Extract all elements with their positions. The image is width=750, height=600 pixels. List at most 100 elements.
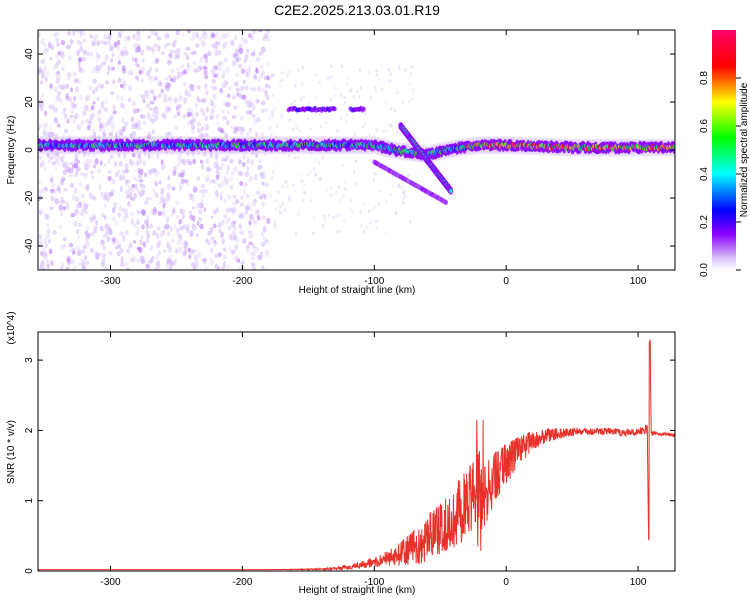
heatmap-cell [201,192,205,199]
heatmap-cell [167,175,171,181]
heatmap-cell [372,178,376,182]
heatmap-cell [161,51,165,56]
colorbar-tick-label: 0.8 [699,71,710,85]
heatmap-cell [186,121,191,126]
x-tick-label: -100 [364,276,384,287]
heatmap-cell [275,198,278,203]
heatmap-cell [341,163,345,168]
heatmap-cell [283,180,287,184]
heatmap-cell [90,175,95,180]
heatmap-cell [127,202,131,207]
heatmap-cell [222,32,227,40]
heatmap-cell [272,170,275,175]
heatmap-cell [112,216,116,222]
heatmap-cell [189,214,194,220]
heatmap-cell [411,89,415,93]
heatmap-cell [204,83,208,90]
heatmap-cell [77,62,81,68]
heatmap-cell [117,212,121,218]
heatmap-cell [350,87,353,92]
heatmap-cell [140,66,146,72]
heatmap-cell [44,187,49,192]
heatmap-cell [85,185,90,192]
heatmap-cell [132,107,137,114]
heatmap-cell [301,179,304,183]
spectrogram-x-axis-label: Height of straight line (km) [299,285,416,296]
heatmap-cell [111,52,115,58]
heatmap-cell [226,93,231,99]
heatmap-cell [248,230,253,235]
heatmap-cell [239,180,244,186]
heatmap-cell [336,230,339,234]
heatmap-cell [101,253,107,259]
heatmap-cell [277,190,280,194]
heatmap-cell [183,81,187,87]
heatmap-cell [261,215,267,220]
heatmap-cell [279,84,282,88]
heatmap-cell [56,41,60,47]
heatmap-cell [40,250,45,257]
heatmap-cell [214,49,219,54]
heatmap-cell [83,105,87,112]
heatmap-cell [119,185,123,193]
heatmap-cell [222,214,228,219]
heatmap-cell [199,108,205,113]
heatmap-cell [398,67,402,71]
heatmap-cell [444,199,448,205]
heatmap-cell [257,164,262,171]
heatmap-cell [359,210,362,214]
heatmap-cell [46,228,51,235]
heatmap-cell [405,140,409,144]
heatmap-cell [203,66,208,71]
heatmap-cell [105,80,109,85]
heatmap-cell [368,133,372,138]
heatmap-cell [131,33,137,40]
heatmap-cell [204,266,208,270]
heatmap-cell [85,240,90,247]
heatmap-cell [53,117,58,123]
heatmap-cell [270,176,274,181]
heatmap-cell [131,101,137,106]
heatmap-cell [40,92,45,99]
heatmap-cell [292,127,295,132]
heatmap-cell [345,76,349,80]
heatmap-cell [218,166,223,171]
heatmap-cell [349,208,353,212]
heatmap-cell [403,189,406,194]
heatmap-cell [106,71,110,76]
heatmap-cell [290,102,293,106]
heatmap-cell [173,258,178,264]
heatmap-cell [253,73,257,80]
heatmap-cell [189,230,194,237]
heatmap-cell [200,133,206,138]
heatmap-cell [136,125,142,131]
heatmap-cell [369,221,372,225]
heatmap-cell [156,36,162,41]
heatmap-cell [136,209,141,215]
heatmap-cell [75,202,80,209]
heatmap-cell [150,30,155,36]
heatmap-cell [53,188,58,196]
heatmap-cell [100,40,105,45]
y-tick-label: 40 [24,48,35,60]
heatmap-cell [240,195,244,200]
heatmap-cell [300,179,303,184]
heatmap-cell [67,44,72,50]
heatmap-cell [214,154,219,161]
heatmap-cell [137,173,143,179]
colorbar-tick-label: 0.0 [699,263,710,277]
heatmap-cell [269,151,272,155]
heatmap-cell [166,232,171,236]
heatmap-cell [166,42,171,47]
heatmap-cell [323,217,326,222]
heatmap-cell [184,90,189,97]
heatmap-cell [89,170,94,175]
heatmap-cell [47,159,52,164]
heatmap-cell [174,248,179,254]
heatmap-cell [63,128,69,134]
heatmap-cell [293,155,297,160]
heatmap-cell [183,239,187,246]
heatmap-cell [181,32,185,38]
heatmap-cell [80,193,85,199]
heatmap-cell [126,249,130,253]
